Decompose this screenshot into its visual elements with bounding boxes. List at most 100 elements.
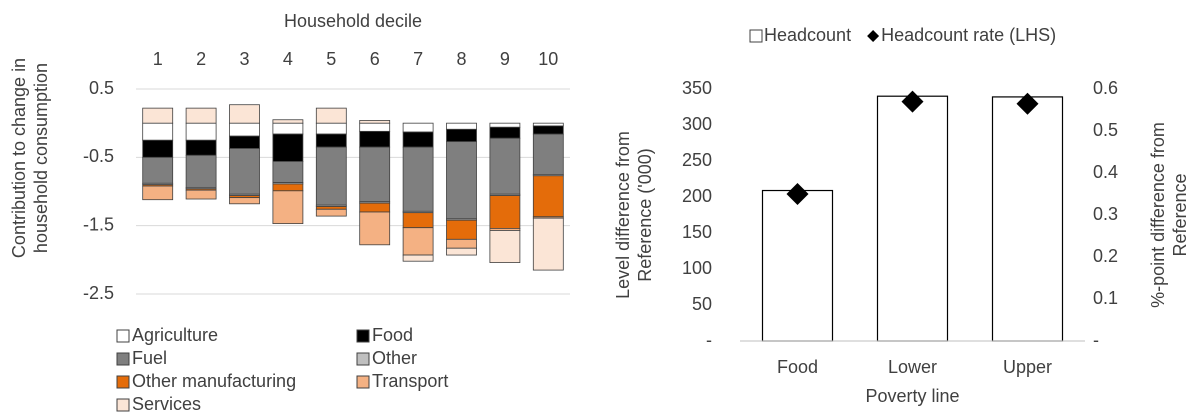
legend-label: Headcount (764, 25, 851, 45)
bar-segment (315, 208, 347, 217)
point (786, 183, 809, 205)
bar-segment (359, 122, 391, 132)
bar-segment (315, 122, 347, 135)
y-axis-title: household consumption (31, 63, 51, 253)
bar-segment (402, 227, 434, 256)
legend-label: Services (132, 394, 201, 414)
bar-segment (229, 197, 260, 205)
bar-segment (489, 122, 521, 128)
y-tick-label: 0.5 (89, 78, 114, 98)
x-tick-label: 1 (153, 49, 163, 69)
bar-segment (532, 133, 564, 175)
y-tick-label: 250 (682, 150, 712, 170)
legend-label: Food (372, 325, 413, 345)
bar-segment (402, 131, 434, 148)
x-tick-label: 6 (370, 49, 380, 69)
bar-segment (272, 133, 304, 162)
y-tick-label: -1.5 (83, 214, 114, 234)
x-tick-label: 3 (239, 49, 249, 69)
bar (761, 189, 834, 342)
bar-segment (272, 161, 304, 184)
bar-segment (185, 122, 217, 141)
y-tick-label: 300 (682, 114, 712, 134)
legend-swatch (116, 352, 130, 366)
bar-segment (402, 122, 434, 133)
x-tick-label: Lower (888, 357, 937, 377)
y-tick-label: -2.5 (83, 283, 114, 303)
x-tick-label: 8 (456, 49, 466, 69)
bar-segment (402, 146, 434, 212)
y2-tick-label: 0.3 (1093, 204, 1118, 224)
y2-axis-title: %-point difference from (1148, 122, 1168, 308)
bar-segment (489, 126, 521, 139)
bar-segment (272, 122, 304, 135)
bar-segment (229, 148, 260, 195)
legend-swatch (116, 398, 130, 412)
bar-segment (532, 175, 564, 218)
bar-segment (402, 212, 434, 229)
legend-swatch (749, 29, 763, 43)
legend-label: Other manufacturing (132, 371, 296, 391)
legend-swatch (356, 375, 370, 389)
x-tick-label: 9 (500, 49, 510, 69)
legend-swatch (356, 352, 370, 366)
bar-segment (489, 230, 521, 263)
x-tick-label: 10 (538, 49, 558, 69)
bar (876, 95, 949, 342)
bar-segment (185, 139, 217, 156)
y-axis-title: Level difference from (613, 131, 633, 299)
point (901, 90, 924, 113)
legend-swatch (116, 375, 130, 389)
y-tick-label: -0.5 (83, 146, 114, 166)
y2-tick-label: 0.4 (1093, 162, 1118, 182)
y-tick-label: 100 (682, 258, 712, 278)
bar-segment (142, 139, 174, 158)
y-tick-label: 150 (682, 222, 712, 242)
y-tick-label: 200 (682, 186, 712, 206)
legend-label: Fuel (132, 348, 167, 368)
x-tick-label: 4 (283, 49, 293, 69)
bar-segment (359, 130, 391, 148)
bar-segment (142, 185, 174, 201)
bar-segment (229, 122, 260, 137)
y-tick-label: 50 (692, 294, 712, 314)
bar-segment (272, 119, 304, 124)
legend-label: Headcount rate (LHS) (881, 25, 1056, 45)
x-tick-label: 5 (326, 49, 336, 69)
legend-swatch (116, 329, 130, 343)
bar-segment (185, 189, 217, 200)
legend-label: Other (372, 348, 417, 368)
x-tick-label: 2 (196, 49, 206, 69)
bar-segment (142, 122, 174, 141)
y2-tick-label: - (1093, 330, 1099, 350)
bar-segment (489, 195, 521, 229)
bar-segment (359, 120, 391, 124)
bar-segment (489, 137, 521, 195)
x-axis-title: Household decile (284, 11, 422, 31)
bar-segment (185, 154, 217, 188)
bar-segment (272, 183, 304, 192)
legend-swatch (356, 329, 370, 343)
bar-segment (532, 122, 564, 127)
bar-segment (315, 133, 347, 148)
legend-label: Transport (372, 371, 448, 391)
y-tick-label: - (706, 330, 712, 350)
bar-segment (359, 211, 391, 246)
y2-tick-label: 0.5 (1093, 120, 1118, 140)
bar-segment (315, 107, 347, 124)
bar-segment (446, 219, 477, 240)
x-tick-label: Food (777, 357, 818, 377)
bar-segment (185, 107, 217, 124)
y2-tick-label: 0.1 (1093, 288, 1118, 308)
y2-tick-label: 0.6 (1093, 78, 1118, 98)
x-axis-title: Poverty line (865, 386, 959, 406)
y2-axis-title: Reference (1170, 173, 1189, 256)
y-tick-label: 350 (682, 78, 712, 98)
bar-segment (142, 156, 174, 184)
legend-label: Agriculture (132, 325, 218, 345)
bar-segment (446, 122, 477, 130)
bar-segment (315, 206, 347, 210)
bar-segment (446, 128, 477, 143)
legend-marker (867, 30, 880, 42)
